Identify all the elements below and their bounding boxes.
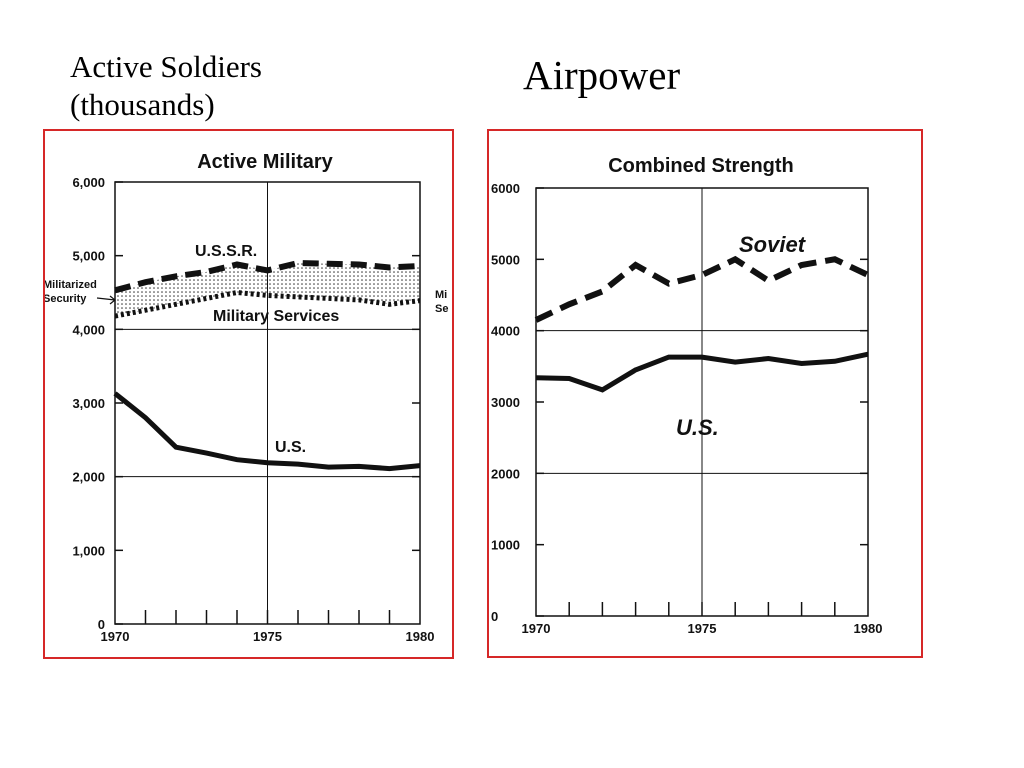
series-line-ussr [114, 259, 421, 294]
y-tick-label: 2,000 [72, 470, 105, 485]
chart-title: Combined Strength [608, 155, 794, 177]
active-military-chart-panel: 0 1,000 2,000 3,000 4,000 5,000 6,000 1970 1975 1… [43, 129, 454, 659]
series-label-soviet: Soviet [739, 232, 807, 257]
x-tick-label: 1980 [406, 629, 435, 644]
series-label-us: U.S. [275, 439, 306, 456]
y-tick-label: 3000 [491, 395, 520, 410]
left-heading-line-2: (thousands) [70, 87, 215, 122]
band-label-arrow [96, 295, 116, 305]
combined-strength-chart: 0 1000 2000 3000 4000 5000 6000 1970 1975 1980 Com… [491, 155, 883, 636]
y-tick-label: 3,000 [72, 396, 105, 411]
y-tick-label: 4000 [491, 324, 520, 339]
x-tick-label: 1975 [688, 621, 717, 636]
chart-title: Active Military [197, 151, 333, 173]
series-label-ussr: U.S.S.R. [195, 243, 257, 260]
combined-strength-chart-panel: 0 1000 2000 3000 4000 5000 6000 1970 1975 1980 Com… [487, 129, 923, 658]
y-tick-label: 5000 [491, 252, 520, 267]
right-edge-label-2: Se [435, 303, 448, 315]
y-tick-label: 6000 [491, 181, 520, 196]
y-tick-label: 2000 [491, 466, 520, 481]
right-edge-label-1: Mi [435, 289, 447, 301]
y-tick-label: 1,000 [72, 543, 105, 558]
band-label-line-2: Security [45, 293, 87, 305]
series-line-soviet [534, 255, 870, 323]
y-tick-label: 1000 [491, 538, 520, 553]
right-heading: Airpower [523, 52, 681, 98]
x-tick-label: 1980 [854, 621, 883, 636]
band-label-line-1: Militarized [45, 279, 97, 291]
x-tick-label: 1975 [253, 629, 282, 644]
x-tick-label: 1970 [101, 629, 130, 644]
series-line-us [535, 351, 869, 393]
y-tick-label: 0 [98, 617, 105, 632]
x-tick-label: 1970 [522, 621, 551, 636]
active-military-chart: 0 1,000 2,000 3,000 4,000 5,000 6,000 1970 1975 1… [45, 151, 448, 644]
y-tick-label: 5,000 [72, 249, 105, 264]
y-tick-label: 4,000 [72, 322, 105, 337]
y-tick-label: 6,000 [72, 175, 105, 190]
y-tick-label: 0 [491, 609, 498, 624]
series-label-us: U.S. [676, 415, 719, 440]
series-label-military-services: Military Services [213, 308, 339, 325]
series-line-us [113, 391, 421, 472]
left-heading-line-1: Active Soldiers [70, 49, 262, 84]
left-heading: Active Soldiers (thousands) [70, 48, 262, 124]
